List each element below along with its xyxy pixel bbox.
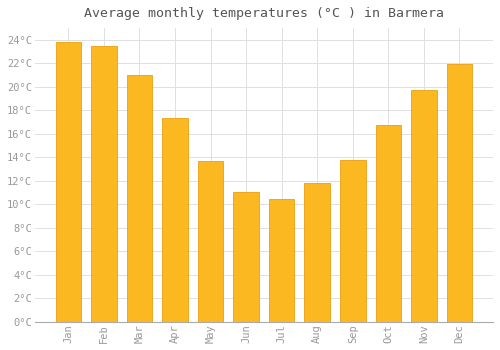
Bar	[376, 126, 401, 322]
Bar	[126, 75, 152, 322]
Bar	[304, 183, 330, 322]
Bar	[91, 46, 116, 322]
Bar	[198, 161, 224, 322]
Bar	[56, 42, 81, 322]
Bar	[411, 90, 436, 322]
Bar	[340, 160, 365, 322]
Bar	[269, 199, 294, 322]
Bar	[162, 118, 188, 322]
Bar	[446, 64, 472, 322]
Bar	[234, 193, 259, 322]
Title: Average monthly temperatures (°C ) in Barmera: Average monthly temperatures (°C ) in Ba…	[84, 7, 444, 20]
